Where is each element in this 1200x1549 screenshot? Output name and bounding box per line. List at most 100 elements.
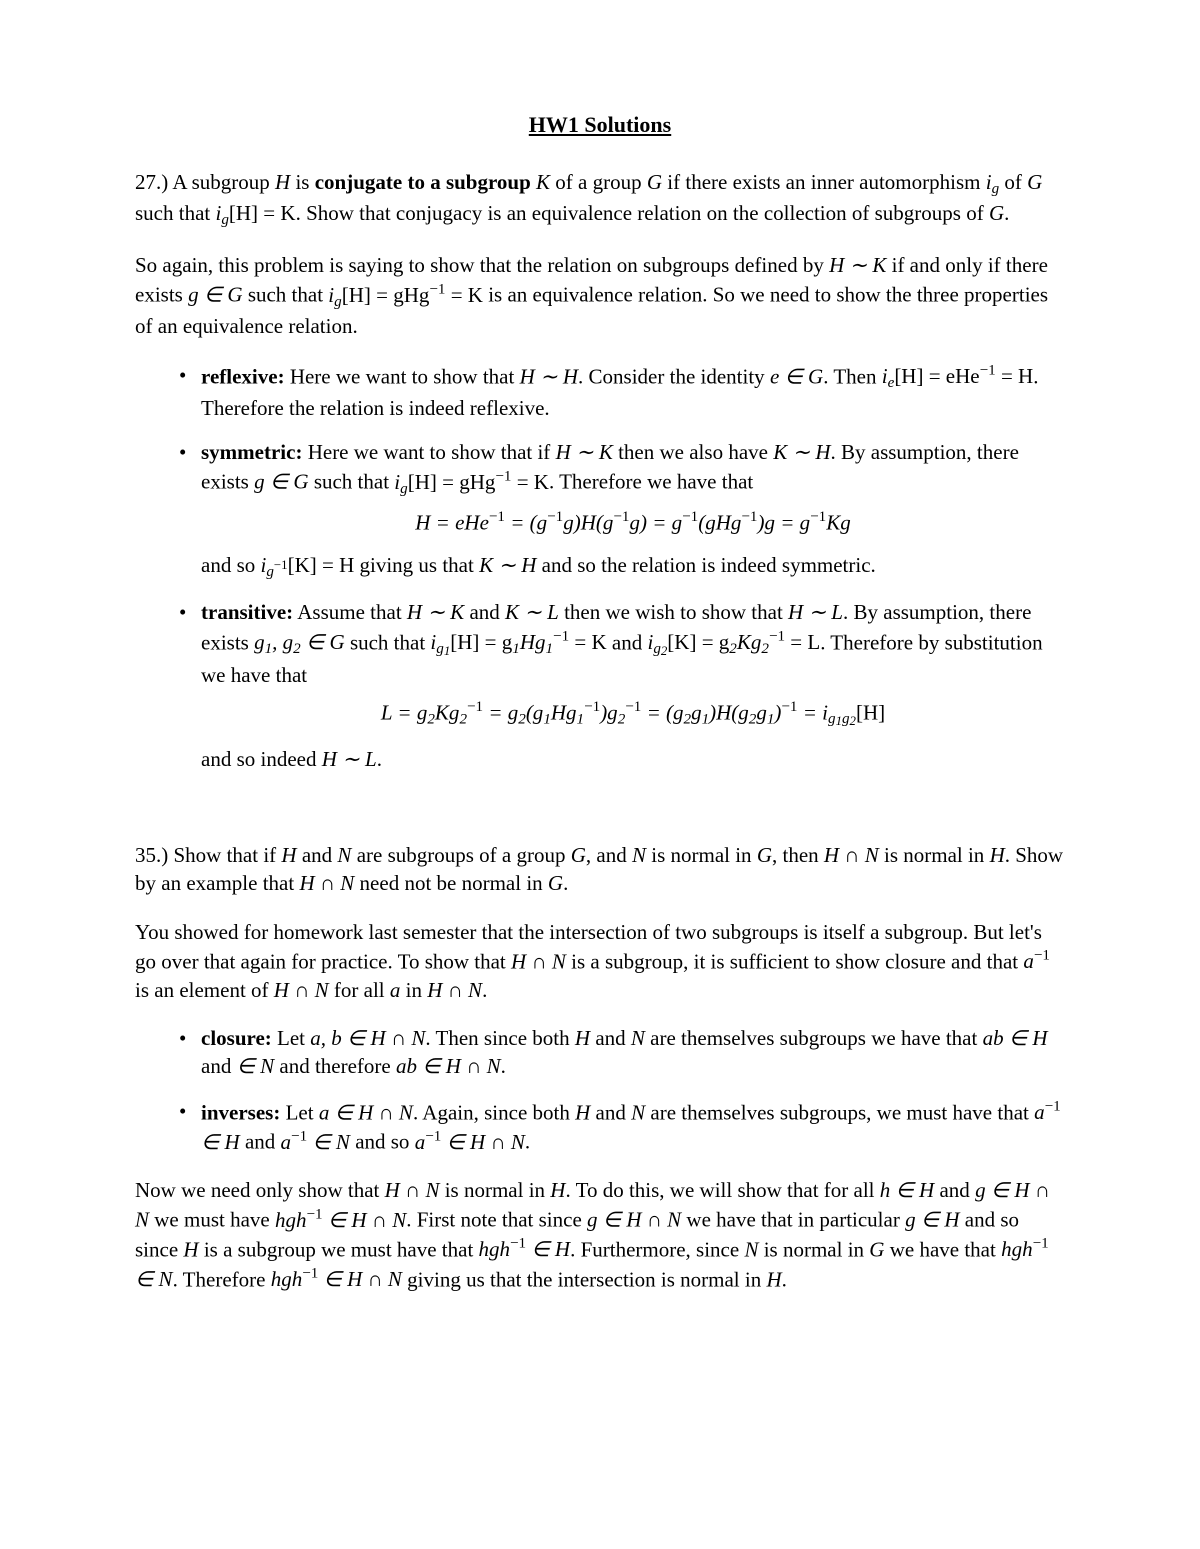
m: ig[H] = K (215, 201, 295, 225)
t: is normal in (879, 843, 990, 867)
t: g2 (653, 641, 667, 657)
t: is normal in (646, 843, 757, 867)
t: are subgroups of a group (351, 843, 570, 867)
m: N (337, 843, 351, 867)
t: . (501, 1054, 506, 1078)
m: N (632, 843, 646, 867)
m: g ∈ G (254, 470, 308, 494)
t: a (281, 1130, 292, 1154)
t: is normal in (439, 1178, 550, 1202)
m: K ∼ H (773, 440, 830, 464)
t: and (201, 1054, 237, 1078)
t: then we wish to show that (559, 600, 788, 624)
t: . First note that since (406, 1208, 587, 1232)
inverses-item: inverses: Let a ∈ H ∩ N. Again, since bo… (179, 1097, 1065, 1156)
t: , g (272, 630, 293, 654)
t: )g (600, 700, 618, 724)
m: K (531, 170, 550, 194)
prob27-statement: 27.) A subgroup H is conjugate to a subg… (135, 168, 1065, 231)
t: g) = g (629, 510, 682, 534)
t: is a subgroup we must have that (199, 1237, 479, 1261)
t: 2 (427, 711, 435, 727)
t: [K] = H (288, 553, 355, 577)
t: and so (350, 1130, 415, 1154)
t: Show that if (168, 843, 281, 867)
t: . (782, 1267, 787, 1291)
t: and therefore (274, 1054, 396, 1078)
m: H (575, 1026, 590, 1050)
t: −1 (1045, 1099, 1061, 1115)
m: H (575, 1100, 590, 1124)
t: of a group (550, 170, 647, 194)
t: g−1 (266, 564, 287, 580)
t: . (563, 871, 568, 895)
t: and so (201, 553, 261, 577)
t: hgh (479, 1237, 511, 1261)
t: g (842, 711, 850, 727)
t: Let (280, 1100, 318, 1124)
m: a−1 ∈ H ∩ N (415, 1130, 525, 1154)
prob27-num: 27.) (135, 170, 168, 194)
prob35-statement: 35.) Show that if H and N are subgroups … (135, 841, 1065, 898)
t: then we also have (613, 440, 773, 464)
t: , then (772, 843, 824, 867)
t: −1 (682, 509, 698, 525)
t: in (400, 978, 427, 1002)
m: H ∩ N (299, 871, 354, 895)
m: H ∩ N (274, 978, 329, 1002)
t: . Then (823, 364, 882, 388)
t: [H] = g (450, 630, 512, 654)
prob27-list: reflexive: Here we want to show that H ∼… (135, 361, 1065, 774)
t: −1 (625, 699, 641, 715)
t: is (290, 170, 315, 194)
t: g (436, 641, 444, 657)
t: . (1004, 201, 1009, 225)
closure-item: closure: Let a, b ∈ H ∩ N. Then since bo… (179, 1024, 1065, 1081)
m: N (631, 1100, 645, 1124)
t: conjugate to a subgroup (315, 170, 531, 194)
t: −1 (429, 281, 445, 297)
t: Let (272, 1026, 310, 1050)
t: g (828, 711, 836, 727)
m: H ∼ K (407, 600, 464, 624)
t: [K] = g (667, 630, 729, 654)
t: [H] = eHe (894, 364, 979, 388)
t: [H] (856, 700, 885, 724)
t: 2 (518, 711, 526, 727)
t: ∈ N (135, 1267, 173, 1291)
m: G (571, 843, 586, 867)
t: 2 (459, 711, 467, 727)
m: ab ∈ H ∩ N (396, 1054, 501, 1078)
m: e ∈ G (770, 364, 823, 388)
t: g (992, 181, 1000, 197)
t: −1 (302, 1266, 318, 1282)
m: H (990, 843, 1005, 867)
m: G (1027, 170, 1042, 194)
t: and (297, 843, 338, 867)
t: 1 (702, 711, 710, 727)
t: = L (785, 630, 820, 654)
t: symmetric: (201, 440, 302, 464)
t: Kg (826, 510, 851, 534)
t: −1 (307, 1206, 323, 1222)
t: g (653, 641, 661, 657)
t: and (934, 1178, 975, 1202)
t: if there exists an inner automorphism (662, 170, 986, 194)
t: = (g (505, 510, 547, 534)
t: and (240, 1130, 281, 1154)
prob35-normal: Now we need only show that H ∩ N is norm… (135, 1176, 1065, 1293)
reflexive-item: reflexive: Here we want to show that H ∼… (179, 361, 1065, 422)
t: −1 (1034, 948, 1050, 964)
t: −1 (467, 699, 483, 715)
t: transitive: (201, 600, 293, 624)
t: Kg (737, 630, 762, 654)
t: ∈ H ∩ N (318, 1267, 402, 1291)
m: ie[H] = eHe−1 = H (882, 364, 1033, 388)
m: G (548, 871, 563, 895)
m: N (631, 1026, 645, 1050)
t: g (254, 630, 265, 654)
t: ∈ H ∩ N (441, 1130, 525, 1154)
m: H (183, 1237, 198, 1261)
t: 2 (293, 641, 301, 657)
t: ∈ H (526, 1237, 570, 1261)
